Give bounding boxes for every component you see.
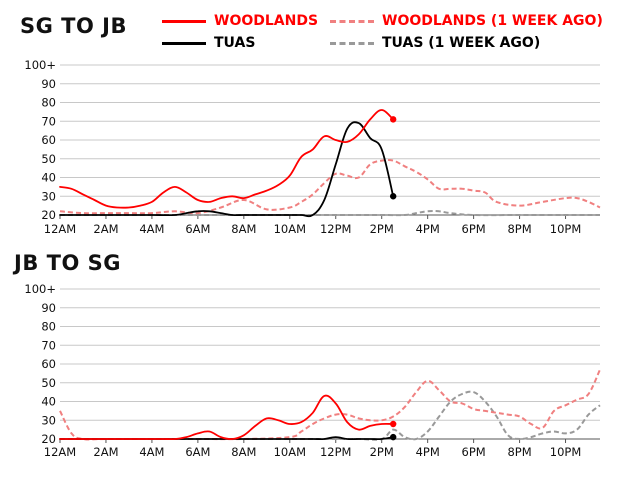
chart-title-jb-to-sg: JB TO SG <box>14 251 121 275</box>
x-tick-label: 2PM <box>370 445 394 459</box>
y-tick-label: 80 <box>41 96 56 110</box>
x-tick-label: 8AM <box>231 222 256 236</box>
x-tick-label: 2AM <box>93 445 118 459</box>
y-tick-label: 90 <box>41 77 56 91</box>
y-tick-label: 40 <box>41 171 56 185</box>
series-line-tuas <box>59 121 395 218</box>
series-end-point-tuas <box>389 433 397 441</box>
y-tick-label: 80 <box>41 320 56 334</box>
y-tick-label: 20 <box>41 208 56 222</box>
x-tick-label: 12PM <box>320 222 352 236</box>
y-tick-label: 20 <box>41 432 56 446</box>
series-line-woodlands <box>59 109 395 209</box>
x-tick-label: 6PM <box>462 445 486 459</box>
x-tick-label: 10PM <box>550 445 582 459</box>
y-tick-label: 50 <box>41 152 56 166</box>
legend-label-woodlands: WOODLANDS <box>214 13 319 29</box>
x-tick-label: 8PM <box>507 222 531 236</box>
legend-label-tuas-1-week-ago: TUAS (1 WEEK AGO) <box>382 35 541 51</box>
series-line-tuas-1-week-ago <box>60 210 600 217</box>
y-tick-label: 60 <box>41 357 56 371</box>
x-tick-label: 2PM <box>370 222 394 236</box>
y-tick-label: 90 <box>41 301 56 315</box>
x-tick-label: 2AM <box>93 222 118 236</box>
series-end-point-woodlands <box>389 420 397 428</box>
x-tick-label: 8AM <box>231 445 256 459</box>
y-tick-label: 60 <box>41 133 56 147</box>
legend-swatch-woodlands <box>162 19 206 23</box>
legend-item-woodlands: WOODLANDS <box>162 13 318 29</box>
legend-label-tuas: TUAS <box>214 35 256 51</box>
x-tick-label: 4AM <box>139 445 164 459</box>
x-tick-label: 12PM <box>320 445 352 459</box>
x-tick-label: 4PM <box>416 445 440 459</box>
y-tick-label: 30 <box>41 413 56 427</box>
legend-swatch-tuas <box>162 41 206 45</box>
x-tick-label: 6AM <box>185 222 210 236</box>
y-tick-label: 70 <box>41 338 56 352</box>
x-tick-label: 12AM <box>44 222 76 236</box>
y-tick-label: 100+ <box>24 282 56 296</box>
x-tick-label: 12AM <box>44 445 76 459</box>
y-tick-label: 30 <box>41 189 56 203</box>
chart-title-sg-to-jb: SG TO JB <box>20 14 127 38</box>
y-tick-label: 70 <box>41 114 56 128</box>
legend-label-woodlands-1-week-ago: WOODLANDS (1 WEEK AGO) <box>382 13 603 29</box>
x-tick-label: 8PM <box>507 445 531 459</box>
x-tick-label: 10AM <box>274 222 306 236</box>
legend-item-tuas-1-week-ago: TUAS (1 WEEK AGO) <box>330 35 540 51</box>
series-line-tuas-1-week-ago <box>60 390 601 441</box>
series-line-woodlands <box>59 394 395 441</box>
legend-item-woodlands-1-week-ago: WOODLANDS (1 WEEK AGO) <box>330 13 603 29</box>
y-tick-label: 40 <box>41 395 56 409</box>
x-tick-label: 4AM <box>139 222 164 236</box>
series-end-point-woodlands <box>389 116 397 123</box>
x-tick-label: 4PM <box>416 222 440 236</box>
x-tick-label: 6PM <box>462 222 486 236</box>
y-tick-label: 50 <box>41 376 56 390</box>
chart-sg-to-jb: 20 30 40 50 60 70 80 90 100+ 12AM 2AM 4AM 6AM 8AM 10AM… <box>24 58 601 236</box>
x-tick-label: 10AM <box>274 445 306 459</box>
legend-swatch-tuas-1-week-ago <box>330 41 374 45</box>
x-tick-label: 6AM <box>185 445 210 459</box>
legend-swatch-woodlands-1-week-ago <box>330 19 374 23</box>
chart-jb-to-sg: 20 30 40 50 60 70 80 90 100+ 12AM 2AM 4AM 6AM 8AM 10AM… <box>24 282 601 459</box>
x-tick-label: 10PM <box>550 222 582 236</box>
legend-item-tuas: TUAS <box>162 35 255 51</box>
y-tick-label: 100+ <box>24 58 56 72</box>
series-line-woodlands-1-week-ago <box>59 369 601 441</box>
series-end-point-tuas <box>389 193 397 200</box>
